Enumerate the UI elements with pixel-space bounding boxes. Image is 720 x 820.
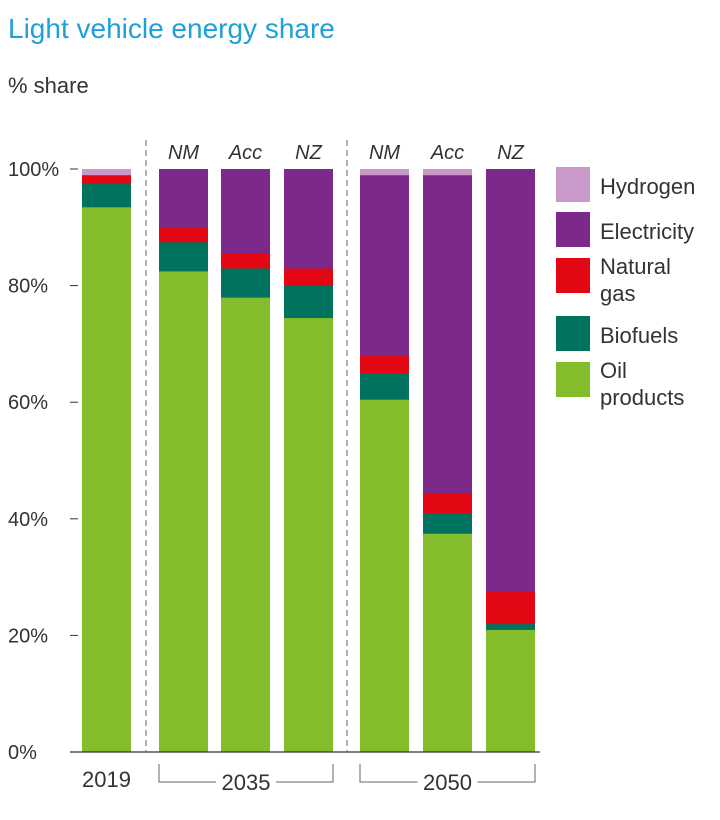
group-label: 2019 xyxy=(82,767,131,792)
bar-segment-oil-products xyxy=(82,206,131,753)
bar-segment-oil-products xyxy=(486,629,535,753)
bar-segment-natural-gas xyxy=(221,253,270,269)
group-label: 2050 xyxy=(423,770,472,795)
y-tick-label: 40% xyxy=(8,509,48,531)
legend-swatch xyxy=(556,212,590,247)
scenario-label: NZ xyxy=(497,142,524,164)
bar-segment-biofuels xyxy=(486,623,535,630)
stacked-bars xyxy=(70,169,540,753)
bar-segment-biofuels xyxy=(221,268,270,298)
bar-segment-biofuels xyxy=(82,183,131,208)
bar-segment-hydrogen xyxy=(82,169,131,176)
y-tick-label: 100% xyxy=(8,159,59,181)
scenario-label: Acc xyxy=(430,142,464,164)
y-axis-unit-label: % share xyxy=(8,73,89,98)
bar-segment-electricity xyxy=(423,174,472,493)
bar-segment-hydrogen xyxy=(360,169,409,176)
bar-segment-electricity xyxy=(221,169,270,254)
y-tick-label: 60% xyxy=(8,392,48,414)
legend-label: Oil products xyxy=(600,358,684,410)
legend-swatch xyxy=(556,167,590,202)
scenario-label: NM xyxy=(168,142,199,164)
bar-segment-electricity xyxy=(284,169,333,269)
legend-swatch xyxy=(556,316,590,351)
bar-segment-electricity xyxy=(486,169,535,593)
bar-segment-natural-gas xyxy=(486,591,535,625)
legend-swatch xyxy=(556,258,590,293)
bar-segment-biofuels xyxy=(159,241,208,272)
y-tick-label: 0% xyxy=(8,742,37,764)
bar-segment-natural-gas xyxy=(82,174,131,184)
bar-segment-biofuels xyxy=(284,285,333,319)
legend-label: Biofuels xyxy=(600,323,678,348)
bar-segment-biofuels xyxy=(423,512,472,534)
bar-segment-oil-products xyxy=(423,533,472,753)
scenario-label: NZ xyxy=(295,142,322,164)
bar-segment-biofuels xyxy=(360,373,409,400)
group-label: 2035 xyxy=(222,770,271,795)
group-separators xyxy=(145,140,348,752)
y-axis-ticks: 0% 20% 40% 60% 80% 100% xyxy=(8,159,78,764)
legend-swatch xyxy=(556,362,590,397)
scenario-label: Acc xyxy=(228,142,262,164)
bar-segment-electricity xyxy=(360,174,409,356)
y-tick-label: 80% xyxy=(8,276,48,298)
bar-segment-hydrogen xyxy=(423,169,472,176)
bar-segment-natural-gas xyxy=(360,355,409,374)
legend: Hydrogen Electricity Natural gas Biofuels Oil… xyxy=(556,167,695,410)
bar-segment-oil-products xyxy=(159,271,208,753)
bar-segment-natural-gas xyxy=(284,268,333,286)
legend-label: Hydrogen xyxy=(600,174,695,199)
bar-segment-natural-gas xyxy=(159,227,208,243)
bar-segment-electricity xyxy=(159,169,208,228)
legend-label: Electricity xyxy=(600,219,694,244)
scenario-label: NM xyxy=(369,142,400,164)
bar-segment-natural-gas xyxy=(423,492,472,514)
y-tick-label: 20% xyxy=(8,625,48,647)
group-bracket xyxy=(158,764,334,783)
chart-title: Light vehicle energy share xyxy=(8,13,335,44)
bar-segment-oil-products xyxy=(221,297,270,753)
bar-segment-oil-products xyxy=(360,399,409,753)
group-bracket xyxy=(359,764,536,783)
category-labels: 2019 NM Acc NZ 2035 NM Acc NZ 2050 xyxy=(82,142,536,795)
bar-segment-oil-products xyxy=(284,317,333,753)
legend-label: Natural gas xyxy=(600,254,671,306)
